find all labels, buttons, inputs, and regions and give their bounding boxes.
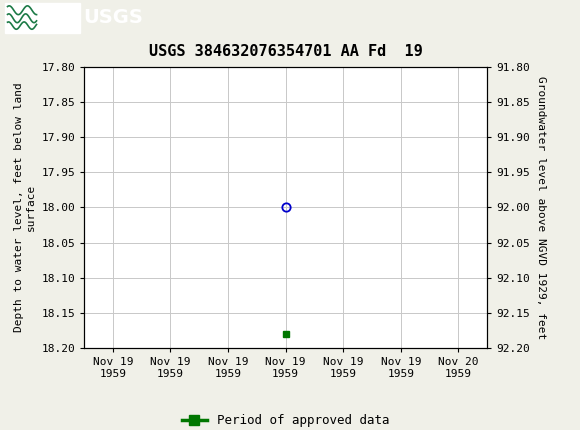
Title: USGS 384632076354701 AA Fd  19: USGS 384632076354701 AA Fd 19 [149, 43, 422, 58]
Text: USGS: USGS [83, 8, 143, 27]
Legend: Period of approved data: Period of approved data [177, 409, 394, 430]
Y-axis label: Groundwater level above NGVD 1929, feet: Groundwater level above NGVD 1929, feet [535, 76, 546, 339]
FancyBboxPatch shape [5, 3, 80, 33]
Y-axis label: Depth to water level, feet below land
surface: Depth to water level, feet below land su… [14, 83, 36, 332]
